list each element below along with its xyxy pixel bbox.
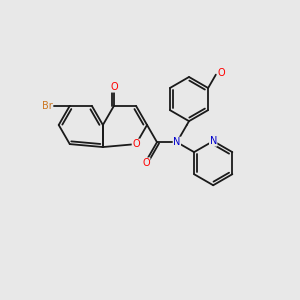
Text: Br: Br (42, 101, 53, 111)
Text: N: N (209, 136, 217, 146)
Text: O: O (110, 82, 118, 92)
Text: O: O (218, 68, 225, 78)
Text: O: O (142, 158, 150, 168)
Text: N: N (173, 137, 181, 147)
Text: O: O (132, 139, 140, 149)
